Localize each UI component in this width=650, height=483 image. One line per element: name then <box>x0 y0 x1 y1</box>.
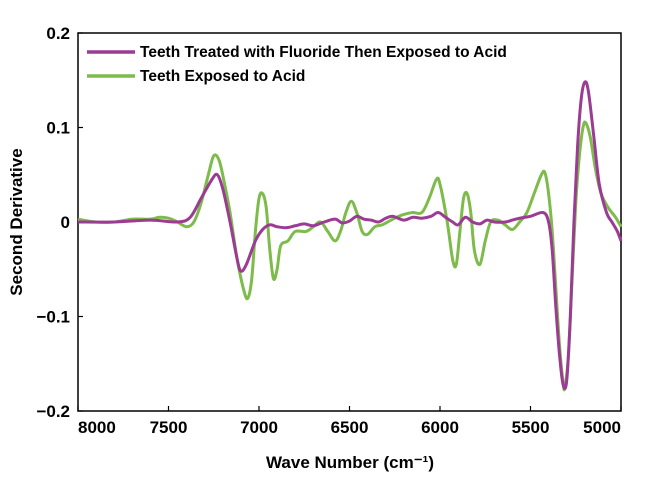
x-axis-title: Wave Number (cm⁻¹) <box>266 453 434 472</box>
x-tick-label: 5000 <box>583 418 621 437</box>
x-tick-label: 6000 <box>421 418 459 437</box>
legend-label-0: Teeth Treated with Fluoride Then Exposed… <box>140 44 507 61</box>
legend-label-1: Teeth Exposed to Acid <box>140 68 305 85</box>
series-line-0 <box>77 80 623 391</box>
series-layer <box>77 80 623 392</box>
x-tick-label: 7500 <box>150 418 188 437</box>
y-axis-title: Second Derivative <box>7 148 26 295</box>
x-tick-label: 7000 <box>240 418 278 437</box>
series-line-1 <box>77 120 623 392</box>
y-tick-label: 0.2 <box>46 24 70 43</box>
x-tick-label: 5500 <box>512 418 550 437</box>
ticks-layer: 8000 7500 7000 6500 6000 5500 5000 0.2 0.1 0 −0.1 −… <box>36 24 622 437</box>
y-tick-label: 0.1 <box>46 119 70 138</box>
x-tick-label: 6500 <box>331 418 369 437</box>
y-tick-label: −0.1 <box>36 308 70 327</box>
legend: Teeth Treated with Fluoride Then Exposed… <box>87 44 507 85</box>
y-tick-label: 0 <box>61 213 70 232</box>
y-tick-label: −0.2 <box>36 402 70 421</box>
x-tick-label: 8000 <box>78 418 116 437</box>
